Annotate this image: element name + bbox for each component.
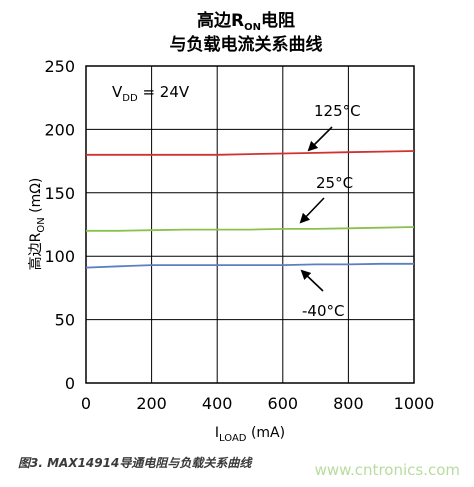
arrow-minus40c (300, 269, 324, 292)
label-25c: 25°C (316, 174, 353, 192)
y-tick-label: 0 (65, 374, 75, 393)
label-125c: 125°C (314, 102, 361, 120)
y-tick-label: 250 (44, 57, 75, 76)
x-tick-labels: 0 200 400 600 800 1000 (81, 394, 434, 413)
arrow-125c (307, 126, 333, 152)
chart-title-line2: 与负载电流关系曲线 (170, 34, 323, 55)
y-axis-label: 高边RON (mΩ) (27, 178, 47, 271)
x-axis-label: ILOAD (mA) (215, 425, 285, 444)
figure-caption: 图3. MAX14914导通电阻与负载关系曲线 (18, 456, 252, 470)
gridlines (86, 66, 414, 383)
y-tick-label: 50 (55, 311, 75, 330)
series-line-125c (86, 150, 415, 156)
series-layer (85, 150, 415, 269)
x-tick-label: 0 (81, 394, 91, 413)
x-tick-label: 1000 (394, 394, 435, 413)
label-minus40c: -40°C (302, 302, 344, 320)
x-tick-label: 200 (136, 394, 167, 413)
vdd-annotation: VDD = 24V (112, 83, 190, 104)
chart-title-line1: 高边RON电阻 (197, 10, 295, 33)
y-tick-label: 200 (44, 120, 75, 139)
y-tick-label: 150 (44, 184, 75, 203)
x-tick-label: 600 (268, 394, 299, 413)
x-tick-label: 400 (202, 394, 233, 413)
x-tick-label: 800 (333, 394, 364, 413)
series-line-minus40c (85, 262, 414, 269)
y-tick-label: 100 (44, 247, 75, 266)
y-tick-labels: 0 50 100 150 200 250 (44, 57, 75, 393)
series-line-25c (86, 226, 415, 232)
plot-frame (85, 65, 415, 384)
watermark: www.cntronics.com (314, 461, 460, 479)
arrow-25c (299, 197, 325, 224)
